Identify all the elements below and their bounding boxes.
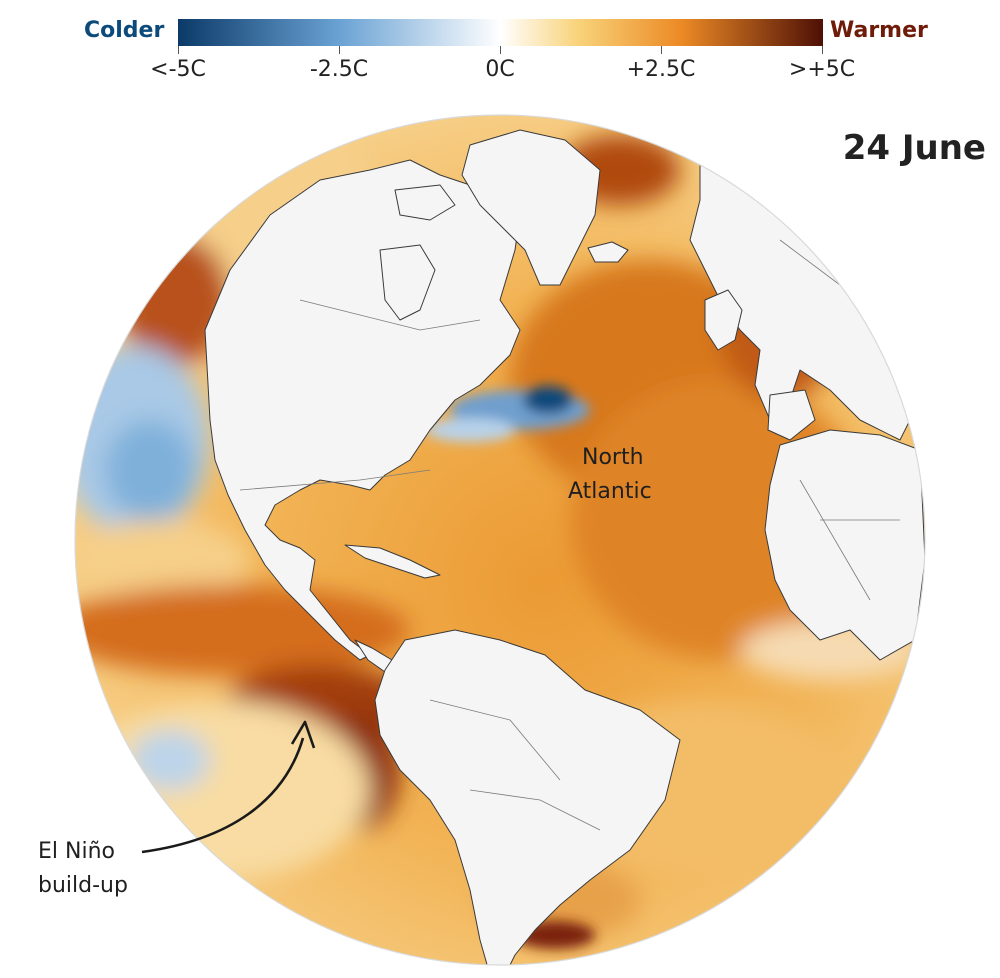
north-atlantic-label-line2: Atlantic [568, 479, 652, 504]
iberia [767, 389, 816, 441]
date-label: 24 June [842, 128, 986, 168]
legend-color-bar [178, 19, 823, 46]
legend-tick-label-plus5: >+5C [788, 57, 856, 82]
africa [764, 429, 925, 661]
legend-tick [822, 46, 823, 54]
caribbean-islands [344, 544, 441, 579]
el-nino-arrowhead [290, 720, 316, 749]
legend-tick-label-plus2-5: +2.5C [626, 57, 696, 82]
greenland [461, 129, 601, 286]
legend-tick [661, 46, 662, 54]
el-nino-arrow [141, 737, 305, 854]
globe-outline [74, 114, 926, 966]
legend-tick [178, 46, 179, 54]
legend-tick-label-zero: 0C [485, 57, 515, 82]
north-atlantic-label-line1: North [582, 445, 644, 470]
el-nino-label-line2: build-up [38, 873, 128, 898]
iceland [587, 241, 629, 263]
legend-tick [339, 46, 340, 54]
legend-tick-label-minus5: <-5C [150, 57, 206, 82]
north-america [204, 159, 521, 661]
british-isles [704, 289, 743, 351]
legend-warmer-label: Warmer [830, 18, 928, 43]
el-nino-label-line1: El Niño [38, 839, 115, 864]
legend-colder-label: Colder [84, 18, 165, 43]
legend-tick-label-minus2-5: -2.5C [309, 57, 369, 82]
land-masses [204, 129, 925, 965]
legend-tick [500, 46, 501, 54]
arctic-islands-2 [394, 184, 456, 221]
south-america [374, 629, 681, 965]
arctic-islands [379, 244, 436, 321]
